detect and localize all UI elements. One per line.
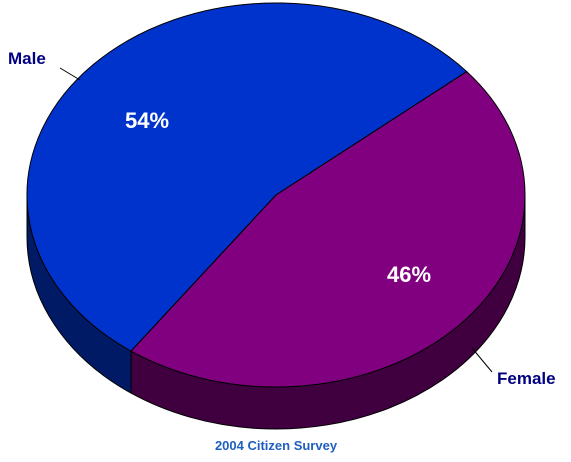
leader-line-male [60,68,80,80]
chart-caption: 2004 Citizen Survey [215,438,338,453]
slice-value-label-male: 54% [125,108,169,133]
slice-value-label-female: 46% [387,262,431,287]
slice-category-label-female: Female [497,369,556,388]
leader-line-female [472,348,492,372]
pie-top-faces [27,3,525,387]
slice-category-label-male: Male [8,49,46,68]
